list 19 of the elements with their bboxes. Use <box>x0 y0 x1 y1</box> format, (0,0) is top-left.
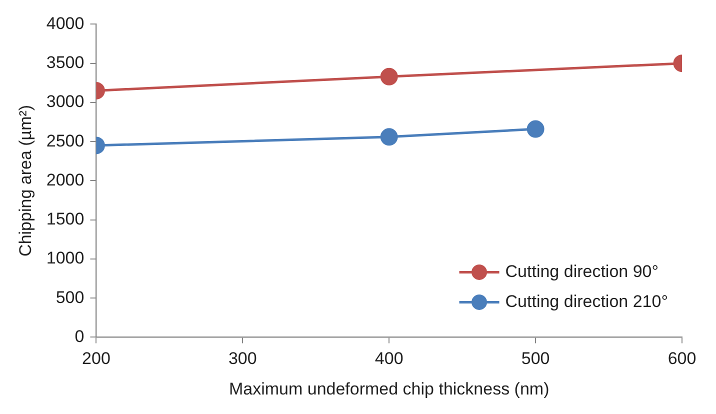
y-axis-title: Chipping area (µm²) <box>16 104 35 256</box>
x-tick-label: 600 <box>668 349 696 368</box>
y-tick-label: 0 <box>74 326 84 346</box>
y-tick-label: 3000 <box>46 92 84 112</box>
x-axis-title: Maximum undeformed chip thickness (nm) <box>228 379 550 398</box>
legend-label: Cutting direction 90° <box>505 262 659 281</box>
y-tick-label: 1500 <box>46 210 84 229</box>
x-tick-label: 200 <box>82 349 110 368</box>
x-tick-label: 500 <box>521 349 550 368</box>
y-tick-label: 1000 <box>46 248 84 268</box>
legend-label: Cutting direction 210° <box>505 292 668 311</box>
y-tick-label: 4000 <box>46 14 84 33</box>
point <box>380 128 398 146</box>
y-tick-label: 500 <box>56 288 84 307</box>
x-tick-label: 400 <box>374 349 404 368</box>
y-tick-label: 2500 <box>46 131 84 150</box>
y-tick-label: 2000 <box>46 170 84 190</box>
x-tick-label: 300 <box>228 349 257 368</box>
y-tick-label: 3500 <box>46 53 84 72</box>
